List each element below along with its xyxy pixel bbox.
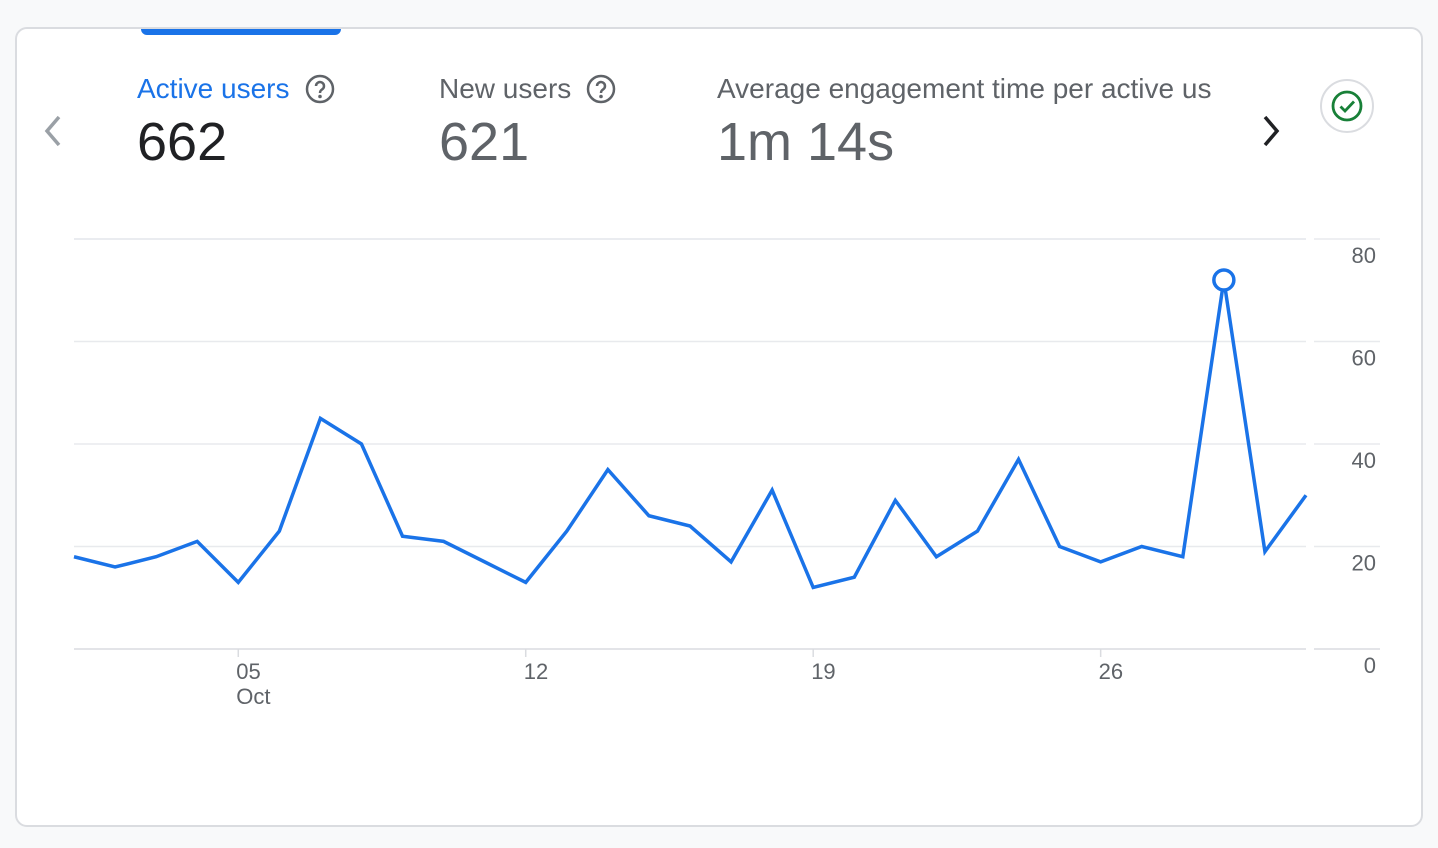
metric-tab-active-users[interactable]: Active users 662: [137, 69, 336, 169]
y-tick-label: 40: [1352, 448, 1376, 473]
x-tick-sublabel: Oct: [236, 684, 270, 709]
metric-label: Active users: [137, 73, 290, 104]
x-tick-label: 05: [236, 659, 260, 684]
series-line: [73, 279, 1308, 590]
metric-label: Average engagement time per active us: [717, 73, 1212, 104]
metric-tab-new-users[interactable]: New users 621: [439, 69, 617, 169]
metric-value: 621: [439, 112, 530, 172]
x-tick-label: 12: [524, 659, 548, 684]
help-circle-icon[interactable]: [304, 73, 336, 105]
highlight-point: [1212, 268, 1236, 292]
y-tick-label: 20: [1352, 551, 1376, 576]
metric-value: 1m 14s: [717, 112, 895, 169]
y-tick-label: 0: [1364, 653, 1376, 678]
y-tick-label: 80: [1352, 243, 1376, 268]
chevron-left-icon[interactable]: [39, 111, 67, 156]
y-tick-label: 60: [1352, 346, 1376, 371]
x-tick-label: 19: [811, 659, 835, 684]
metric-label: New users: [439, 73, 572, 104]
metric-tab-avg-engagement[interactable]: Average engagement time per active us 1m…: [717, 69, 1235, 169]
help-circle-icon[interactable]: [585, 73, 617, 105]
x-tick-label: 26: [1099, 659, 1123, 684]
check-circle-icon[interactable]: [1320, 79, 1374, 133]
active-tab-indicator: [141, 29, 341, 35]
chevron-right-icon[interactable]: [1257, 111, 1285, 156]
metric-value: 662: [137, 112, 228, 172]
metrics-card: Active users 662 New users 621 Average e…: [15, 27, 1423, 827]
